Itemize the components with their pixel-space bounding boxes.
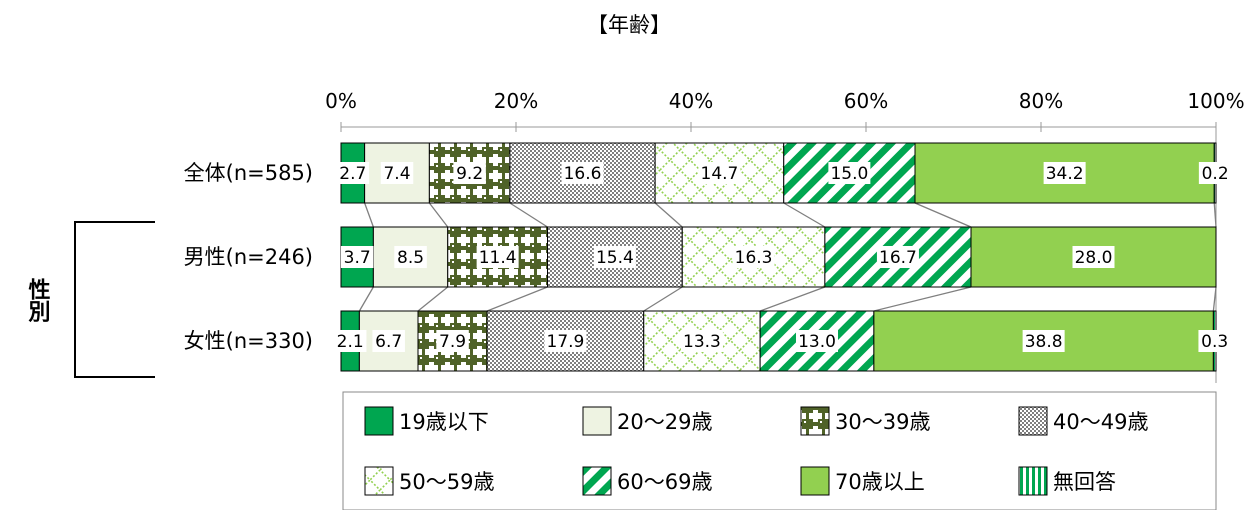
data-label-bg — [593, 246, 636, 268]
connector-line — [486, 286, 548, 312]
data-label-bg — [1198, 330, 1231, 352]
data-label-bg — [380, 162, 414, 184]
data-label-bg — [1022, 330, 1065, 352]
data-label: 0.2 — [1202, 164, 1229, 184]
category-label: 全体(n=585) — [184, 161, 313, 185]
data-label: 2.7 — [339, 164, 366, 184]
connector-line — [364, 202, 374, 228]
data-label: 28.0 — [1075, 248, 1113, 268]
data-label-bg — [1198, 162, 1232, 184]
data-label-bg — [796, 330, 838, 352]
data-label-bg — [828, 162, 871, 184]
data-label-bg — [1072, 246, 1115, 268]
x-tick-label: 100% — [1187, 89, 1244, 113]
data-label-bg — [680, 330, 723, 352]
data-labels: 2.7 7.4 9.2 16.6 14.7 15.0 34.2 0.2 3.7 8.5 11.4 15… — [333, 162, 1232, 352]
connector-line — [783, 202, 826, 228]
data-label-bg — [336, 162, 370, 184]
data-label-bg — [394, 246, 427, 268]
connector-line — [1212, 286, 1217, 312]
data-label-bg — [698, 162, 741, 184]
connector-line — [428, 202, 449, 228]
group-bracket: 性別 — [25, 221, 155, 378]
data-label-bg — [476, 246, 519, 268]
x-tick-label: 80% — [1019, 89, 1063, 113]
data-label-bg — [732, 246, 775, 268]
legend-label: 19歳以下 — [399, 410, 489, 434]
chart-title: 【年齢】 — [587, 13, 671, 37]
group-bracket-line — [74, 221, 155, 378]
legend-swatch — [582, 466, 612, 496]
connector-line — [759, 286, 826, 312]
data-label: 14.7 — [701, 164, 739, 184]
data-label: 8.5 — [397, 248, 424, 268]
data-label: 6.7 — [375, 332, 402, 352]
connector-line — [654, 202, 683, 228]
data-label-bg — [372, 330, 405, 352]
data-label-bg — [333, 330, 367, 352]
x-tick-label: 20% — [494, 89, 538, 113]
data-label: 15.4 — [596, 248, 634, 268]
data-label: 9.2 — [456, 164, 483, 184]
connector-line — [643, 286, 683, 312]
x-tick-label: 40% — [669, 89, 713, 113]
x-axis-ticks: 0% 20% 40% 60% 80% 100% — [325, 89, 1244, 113]
legend-swatch — [800, 466, 830, 496]
x-tick-label: 60% — [844, 89, 888, 113]
legend-swatch — [364, 406, 394, 436]
legend-box — [342, 391, 1217, 510]
category-label: 女性(n=330) — [184, 329, 313, 353]
data-label: 3.7 — [344, 248, 371, 268]
data-label-bg — [453, 162, 486, 184]
data-label-bg — [561, 162, 604, 184]
legend-swatch — [364, 466, 394, 496]
connector-line — [417, 286, 449, 312]
stacked-bars — [340, 142, 1217, 372]
x-tick-label: 0% — [325, 89, 357, 113]
legend-label: 40～49歳 — [1053, 410, 1148, 434]
legend-swatch — [582, 406, 612, 436]
category-labels: 全体(n=585) 男性(n=246) 女性(n=330) — [184, 161, 313, 353]
data-label: 7.9 — [439, 332, 466, 352]
data-label: 7.4 — [383, 164, 410, 184]
legend: 19歳以下 20～29歳 30～39歳 40～49歳 50～59歳 60～69歳 70歳以上… — [342, 391, 1217, 510]
data-label-bg — [544, 330, 587, 352]
legend-label: 30～39歳 — [835, 410, 930, 434]
category-label: 男性(n=246) — [184, 245, 313, 269]
legend-label: 50～59歳 — [399, 470, 494, 494]
data-label: 11.4 — [479, 248, 517, 268]
data-label: 15.0 — [830, 164, 868, 184]
data-label-bg — [1043, 162, 1086, 184]
data-label-bg — [876, 246, 919, 268]
series-connector-lines — [358, 202, 1217, 312]
legend-label: 20～29歳 — [617, 410, 712, 434]
data-label: 16.6 — [564, 164, 602, 184]
data-label: 2.1 — [337, 332, 364, 352]
connector-line — [1213, 202, 1217, 228]
connector-line — [873, 286, 972, 312]
data-label: 16.7 — [879, 248, 917, 268]
legend-label: 無回答 — [1053, 470, 1116, 494]
data-label: 0.3 — [1201, 332, 1228, 352]
data-label: 13.0 — [798, 332, 836, 352]
legend-swatch — [1018, 466, 1048, 496]
connector-line — [914, 202, 972, 228]
data-label: 13.3 — [683, 332, 721, 352]
data-label-bg — [340, 246, 374, 268]
legend-swatch — [1018, 406, 1048, 436]
data-label: 34.2 — [1046, 164, 1084, 184]
data-label-bg — [436, 330, 469, 352]
group-label: 性別 — [25, 278, 51, 323]
connector-line — [509, 202, 548, 228]
legend-label: 70歳以上 — [835, 470, 925, 494]
legend-swatch — [800, 406, 830, 436]
connector-line — [358, 286, 374, 312]
data-label: 17.9 — [547, 332, 585, 352]
legend-label: 60～69歳 — [617, 470, 712, 494]
data-label: 16.3 — [735, 248, 773, 268]
data-label: 38.8 — [1025, 332, 1063, 352]
